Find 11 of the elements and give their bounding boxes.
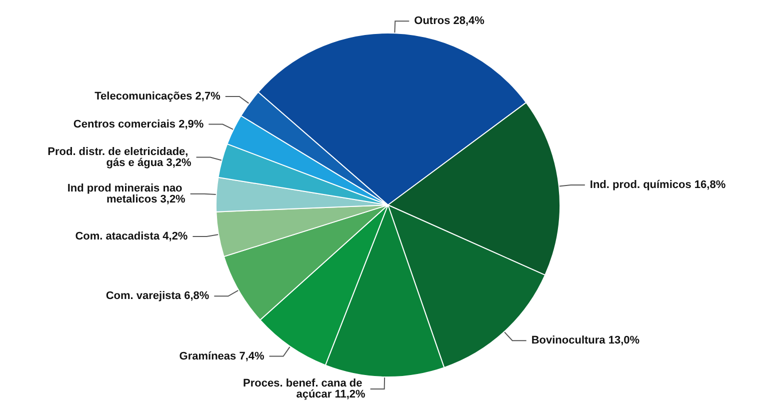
slice-label: Outros 28,4% bbox=[414, 15, 485, 28]
slice-label: Centros comerciais 2,9% bbox=[73, 118, 204, 130]
slice-label: Proces. benef. cana de açúcar 11,2% bbox=[243, 377, 366, 400]
slice-label: Prod. distr. de eletricidade, gás e água 3,2% bbox=[48, 146, 192, 169]
slice-label: Ind. prod. químicos 16,8% bbox=[590, 178, 726, 191]
slice-label: Com. atacadista 4,2% bbox=[75, 230, 188, 243]
slice-label: Telecomunicações 2,7% bbox=[94, 90, 221, 103]
slice-label: Gramíneas 7,4% bbox=[179, 350, 264, 362]
slice-label: Bovinocultura 13,0% bbox=[531, 334, 640, 347]
slice-label: Com. varejista 6,8% bbox=[106, 290, 210, 302]
slice-label: Ind prod minerais nao metalicos 3,2% bbox=[67, 182, 186, 206]
